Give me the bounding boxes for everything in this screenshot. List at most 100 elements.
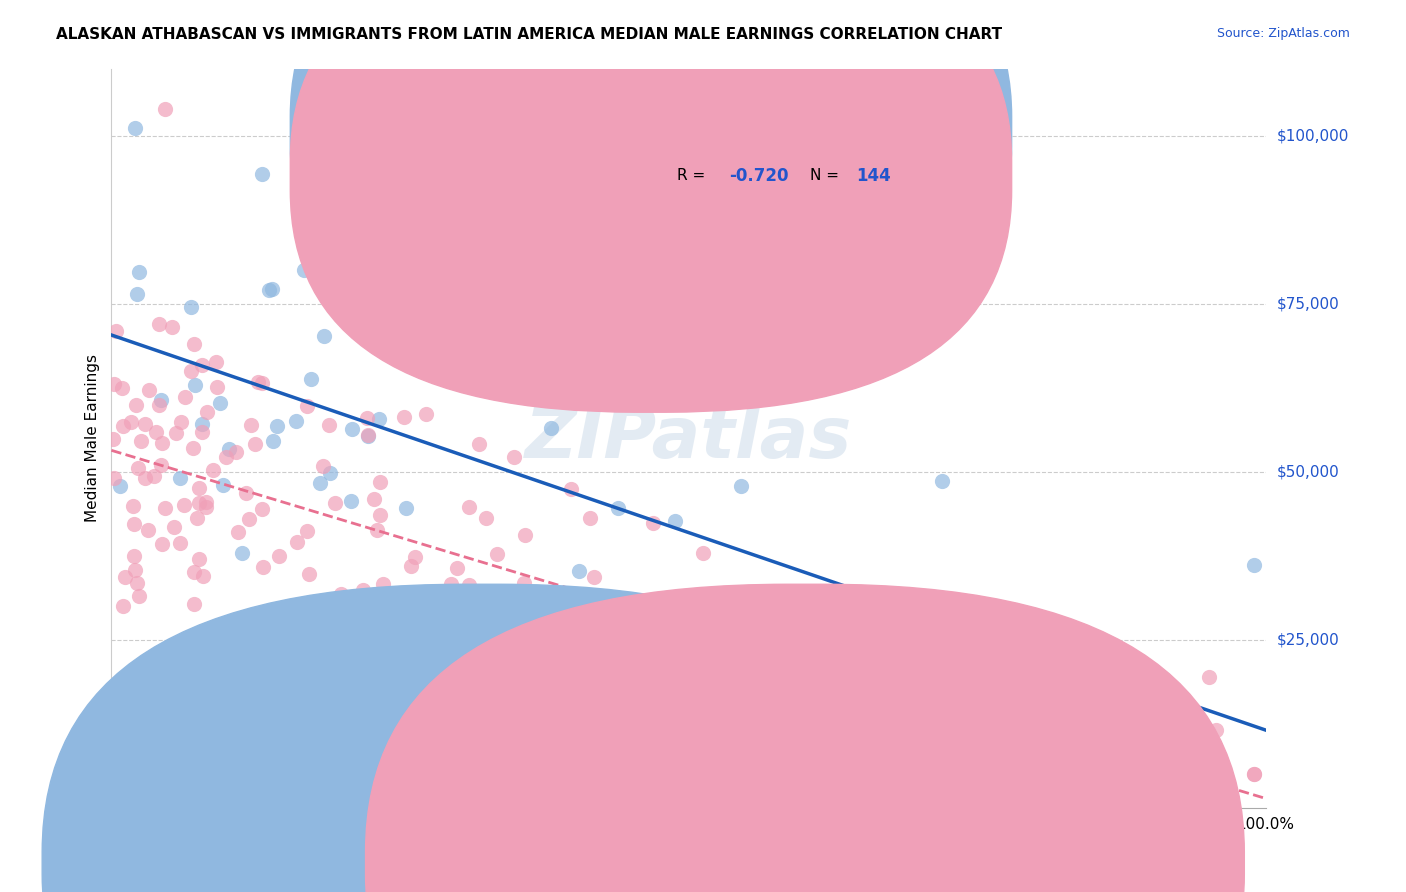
Point bbox=[183, 565, 205, 579]
Point bbox=[111, 381, 134, 395]
Point bbox=[314, 329, 336, 343]
Point bbox=[252, 560, 274, 574]
Point bbox=[1167, 699, 1189, 714]
Point bbox=[125, 576, 148, 591]
Point bbox=[150, 458, 173, 473]
Point bbox=[1243, 767, 1265, 781]
Point bbox=[257, 283, 280, 297]
Point bbox=[298, 567, 321, 582]
Point bbox=[128, 589, 150, 603]
Point bbox=[250, 167, 273, 181]
Point bbox=[212, 478, 235, 492]
Point bbox=[208, 396, 231, 410]
Point bbox=[299, 372, 322, 386]
Point bbox=[446, 561, 468, 575]
Text: -0.611: -0.611 bbox=[728, 122, 789, 140]
Text: -0.720: -0.720 bbox=[728, 167, 789, 185]
Point bbox=[111, 418, 134, 433]
Point bbox=[138, 383, 160, 397]
Point bbox=[368, 411, 391, 425]
Point bbox=[560, 482, 582, 496]
Point bbox=[155, 102, 177, 116]
Point bbox=[250, 501, 273, 516]
Point bbox=[254, 686, 277, 700]
Point bbox=[143, 469, 166, 483]
Point bbox=[183, 597, 205, 611]
Point bbox=[692, 546, 714, 560]
Point bbox=[942, 747, 965, 762]
Point bbox=[561, 587, 583, 601]
Point bbox=[1074, 767, 1097, 781]
Point bbox=[262, 434, 284, 448]
Point bbox=[231, 546, 253, 560]
Point bbox=[568, 564, 591, 578]
Point bbox=[357, 428, 380, 442]
Point bbox=[730, 479, 752, 493]
Point bbox=[129, 434, 152, 448]
Point bbox=[114, 570, 136, 584]
Point bbox=[124, 563, 146, 577]
Point bbox=[128, 265, 150, 279]
FancyBboxPatch shape bbox=[290, 0, 1012, 368]
Point bbox=[458, 578, 481, 592]
Point bbox=[174, 390, 197, 404]
Text: Alaskan Athabascans: Alaskan Athabascans bbox=[506, 855, 668, 870]
Point bbox=[191, 417, 214, 431]
Point bbox=[546, 634, 568, 648]
Point bbox=[169, 471, 191, 485]
Point bbox=[356, 411, 378, 425]
Text: ZIPatlas: ZIPatlas bbox=[524, 403, 852, 473]
Point bbox=[215, 450, 238, 465]
Point bbox=[562, 599, 585, 614]
Point bbox=[125, 398, 148, 412]
Point bbox=[340, 493, 363, 508]
Point bbox=[150, 537, 173, 551]
Point bbox=[457, 500, 479, 515]
Point bbox=[478, 651, 501, 665]
Text: 144: 144 bbox=[856, 167, 890, 185]
Point bbox=[375, 665, 398, 679]
Point bbox=[399, 559, 422, 574]
Point bbox=[111, 599, 134, 613]
Text: Immigrants from Latin America: Immigrants from Latin America bbox=[830, 855, 1069, 870]
Point bbox=[415, 407, 437, 421]
Point bbox=[702, 595, 724, 609]
Point bbox=[544, 654, 567, 668]
Point bbox=[887, 629, 910, 643]
Point bbox=[169, 536, 191, 550]
Point bbox=[583, 570, 606, 584]
Text: N =: N = bbox=[810, 169, 838, 183]
Point bbox=[205, 380, 228, 394]
Point bbox=[357, 427, 380, 442]
Point bbox=[406, 701, 429, 715]
Point bbox=[330, 587, 353, 601]
Point bbox=[150, 435, 173, 450]
Point bbox=[546, 759, 568, 773]
Point bbox=[238, 512, 260, 526]
Point bbox=[513, 528, 536, 542]
Point bbox=[607, 500, 630, 515]
Point bbox=[1107, 750, 1129, 764]
Text: $25,000: $25,000 bbox=[1277, 632, 1340, 648]
Point bbox=[931, 474, 953, 488]
Point bbox=[325, 744, 347, 758]
Point bbox=[353, 582, 375, 597]
Text: $50,000: $50,000 bbox=[1277, 464, 1340, 479]
Point bbox=[153, 500, 176, 515]
Point bbox=[728, 767, 751, 781]
Point bbox=[368, 508, 391, 523]
Point bbox=[475, 511, 498, 525]
Point bbox=[226, 524, 249, 539]
Point bbox=[1026, 767, 1049, 781]
Point bbox=[191, 569, 214, 583]
Point bbox=[512, 576, 534, 591]
Point bbox=[163, 520, 186, 534]
Point bbox=[180, 364, 202, 378]
Point bbox=[769, 698, 792, 713]
Point bbox=[547, 709, 569, 723]
Point bbox=[368, 475, 391, 489]
FancyBboxPatch shape bbox=[607, 113, 1000, 224]
Point bbox=[1243, 558, 1265, 573]
Point bbox=[502, 450, 524, 464]
Point bbox=[581, 308, 603, 322]
